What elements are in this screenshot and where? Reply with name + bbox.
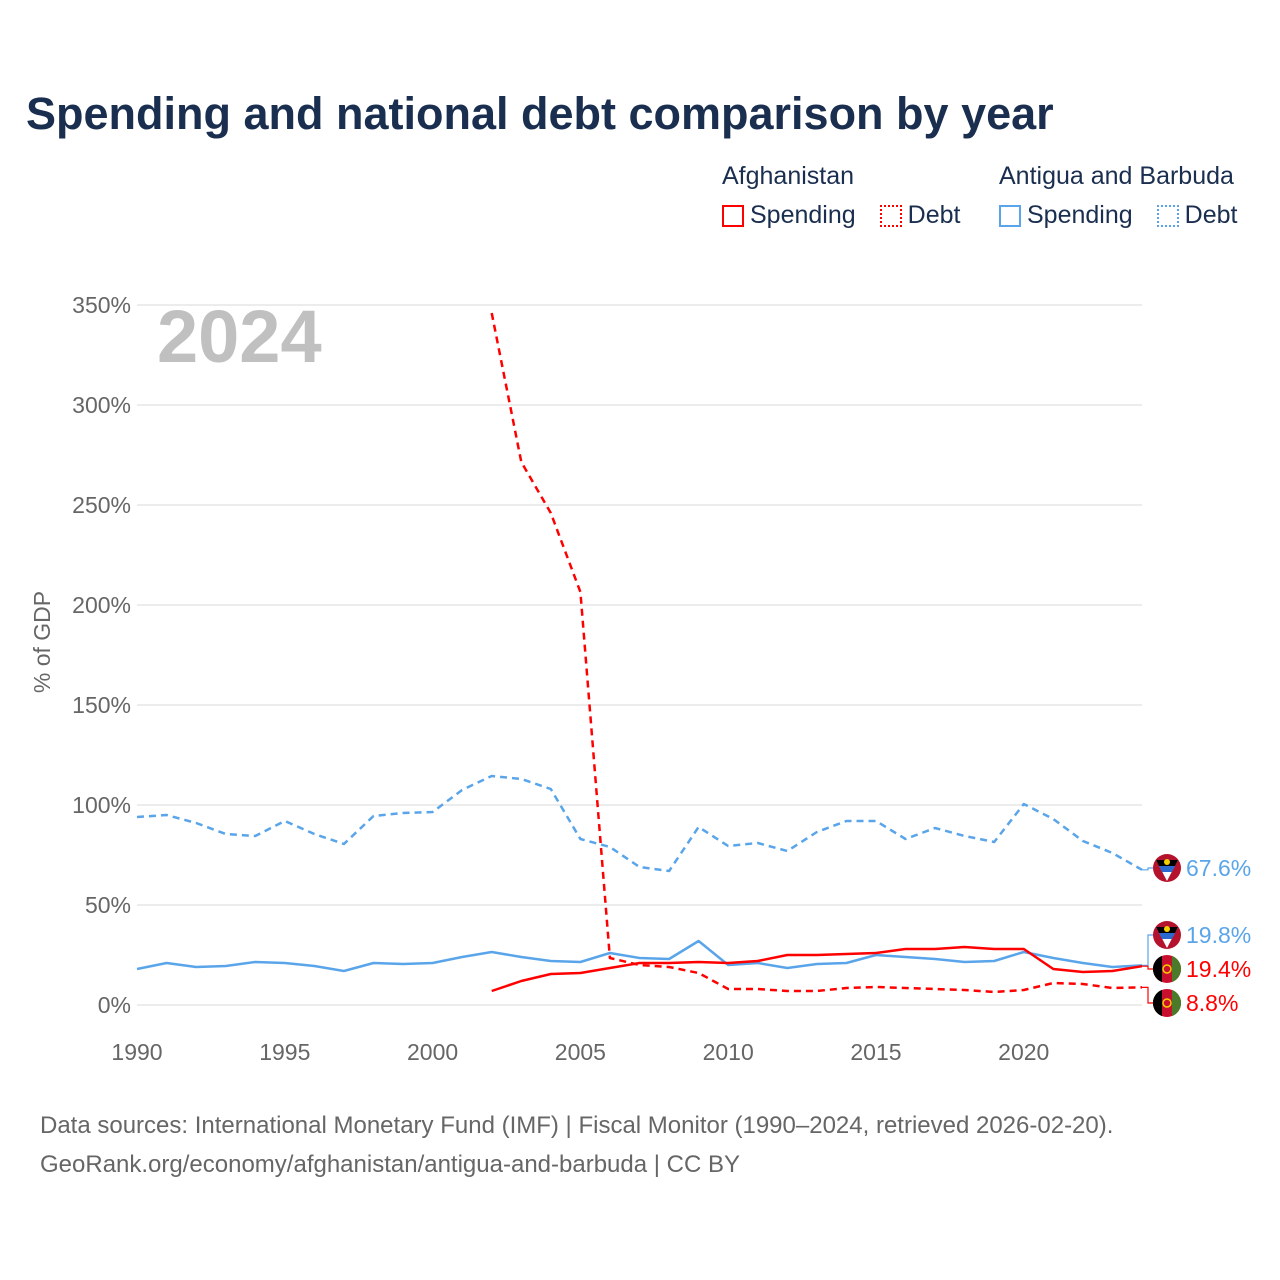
end-label-connector: [1142, 965, 1153, 970]
afghanistan-flag-icon: [1162, 998, 1172, 1008]
antigua-flag-icon: [1164, 926, 1170, 932]
legend-item-afghanistan-debt[interactable]: Debt: [879, 201, 961, 230]
year-watermark: 2024: [157, 295, 322, 378]
afghanistan-flag-icon: [1162, 964, 1172, 974]
chart-title: Spending and national debt comparison by…: [26, 88, 1054, 139]
afghanistan-flag-icon: [1152, 989, 1162, 1017]
x-tick-label: 2015: [850, 1039, 901, 1065]
legend-label: Spending: [1027, 201, 1133, 229]
x-tick-label: 2010: [703, 1039, 754, 1065]
x-tick-label: 1995: [259, 1039, 310, 1065]
end-value-label: 8.8%: [1186, 990, 1238, 1016]
afghanistan-flag-icon: [1152, 955, 1162, 983]
end-label-connector: [1142, 867, 1153, 871]
x-tick-label: 2020: [998, 1039, 1049, 1065]
antigua-flag-icon: [1159, 866, 1175, 872]
y-tick-label: 350%: [72, 292, 131, 318]
afghanistan-flag-icon: [1172, 989, 1182, 1017]
source-link[interactable]: GeoRank.org/economy/afghanistan/antigua-…: [40, 1151, 740, 1178]
series-line-antigua-and-barbuda-spending: [136, 939, 1143, 973]
series-line-afghanistan-debt: [490, 312, 1143, 994]
y-tick-label: 150%: [72, 692, 131, 718]
legend-group-antigua: Antigua and Barbuda Spending Debt: [999, 162, 1237, 230]
end-label-connector: [1142, 934, 1153, 967]
legend-label: Spending: [750, 201, 856, 229]
legend-swatch-solid: [722, 204, 744, 227]
legend-swatch-dotted: [1156, 204, 1179, 227]
y-tick-label: 50%: [85, 892, 131, 918]
afghanistan-flag-icon: [1172, 955, 1182, 983]
end-value-label: 67.6%: [1186, 855, 1251, 881]
end-value-label: 19.8%: [1186, 922, 1251, 948]
x-tick-label: 2000: [407, 1039, 458, 1065]
y-tick-label: 200%: [72, 592, 131, 618]
y-tick-label: 100%: [72, 792, 131, 818]
x-tick-label: 1990: [111, 1039, 162, 1065]
source-line: Data sources: International Monetary Fun…: [40, 1112, 1114, 1139]
legend-label: Debt: [1184, 201, 1238, 229]
legend-item-afghanistan-spending[interactable]: Spending: [722, 201, 856, 230]
legend-swatch-solid: [999, 204, 1021, 227]
y-axis-label: % of GDP: [29, 591, 55, 693]
x-tick-label: 2005: [555, 1039, 606, 1065]
y-tick-label: 300%: [72, 392, 131, 418]
end-label-connector: [1142, 986, 1153, 1004]
y-tick-label: 0%: [98, 992, 131, 1018]
legend-item-antigua-spending[interactable]: Spending: [999, 201, 1133, 230]
series-line-afghanistan-spending: [491, 945, 1143, 993]
legend-label: Debt: [907, 201, 961, 229]
legend-swatch-dotted: [879, 204, 902, 227]
end-value-label: 19.4%: [1186, 956, 1251, 982]
y-tick-label: 250%: [72, 492, 131, 518]
legend-group-afghanistan: Afghanistan Spending Debt: [722, 162, 978, 230]
legend-item-antigua-debt[interactable]: Debt: [1156, 201, 1238, 230]
antigua-flag-icon: [1164, 859, 1170, 865]
source-note: Data sources: International Monetary Fun…: [40, 1106, 1113, 1184]
series-line-antigua-and-barbuda-debt: [136, 774, 1143, 873]
legend-country: Antigua and Barbuda: [999, 162, 1234, 190]
legend-country: Afghanistan: [722, 162, 855, 190]
antigua-flag-icon: [1159, 933, 1175, 939]
